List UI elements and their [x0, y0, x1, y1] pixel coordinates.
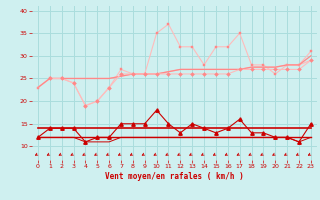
X-axis label: Vent moyen/en rafales ( km/h ): Vent moyen/en rafales ( km/h )	[105, 172, 244, 181]
